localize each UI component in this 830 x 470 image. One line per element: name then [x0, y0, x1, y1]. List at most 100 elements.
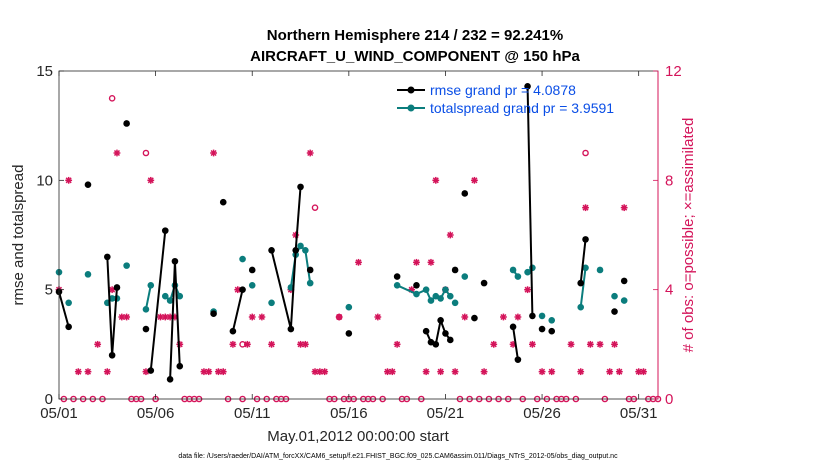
series-spread-point [65, 299, 72, 307]
series-rmse-point [480, 279, 488, 287]
chart-subtitle: AIRCRAFT_U_WIND_COMPONENT @ 150 hPa [250, 48, 580, 65]
series-spread-point [548, 316, 556, 324]
obs-assimilated-marker [422, 368, 430, 376]
obs-possible-marker [142, 149, 150, 157]
obs-assimilated-marker [611, 340, 618, 348]
obs-assimilated-marker [640, 368, 647, 376]
series-spread-point [166, 297, 174, 304]
series-rmse-point [287, 325, 295, 333]
obs-assimilated-marker [451, 368, 459, 376]
obs-assimilated-marker [393, 340, 401, 348]
obs-assimilated-marker [234, 286, 242, 294]
obs-assimilated-marker [461, 313, 469, 321]
series-rmse-point [620, 277, 628, 285]
obs-assimilated-marker [548, 368, 556, 376]
y-axis-label: rmse and totalspread [10, 165, 27, 306]
plot-marks [55, 83, 662, 403]
obs-assimilated-marker [355, 258, 362, 266]
x-tick-label: 05/06 [137, 405, 175, 422]
series-rmse-point [239, 286, 246, 293]
series-rmse-point [524, 83, 531, 90]
obs-assimilated-marker [113, 149, 121, 157]
series-rmse-point [471, 314, 478, 322]
series-spread-point [538, 312, 546, 320]
series-rmse-point [529, 312, 536, 320]
series-rmse-point [509, 323, 517, 331]
x-tick-label: 05/11 [234, 405, 270, 422]
obs-assimilated-marker [437, 368, 445, 376]
series-rmse-point [538, 325, 546, 333]
obs-assimilated-marker [586, 340, 594, 348]
series-spread-point [306, 279, 314, 287]
y-right-tick-label: 8 [665, 172, 673, 189]
obs-assimilated-marker [596, 340, 604, 348]
series-spread-line [144, 285, 152, 310]
obs-assimilated-marker [582, 204, 589, 212]
obs-assimilated-marker [321, 368, 329, 376]
y-tick-label: 0 [45, 391, 53, 408]
x-tick-label: 05/31 [620, 405, 658, 422]
series-rmse-point [306, 266, 314, 274]
series-rmse-point [171, 257, 179, 265]
series-rmse-point [548, 327, 556, 335]
obs-assimilated-marker [471, 176, 478, 184]
series-spread-point [611, 292, 618, 300]
obs-assimilated-marker [268, 340, 275, 348]
series-rmse-point [65, 323, 72, 331]
series-rmse-point [451, 266, 459, 274]
obs-assimilated-marker [388, 368, 396, 376]
series-rmse-point [611, 308, 618, 315]
obs-assimilated-marker [316, 368, 324, 376]
obs-assimilated-marker [74, 368, 82, 376]
obs-assimilated-marker [615, 368, 623, 376]
y-tick-label: 5 [45, 282, 53, 299]
series-spread-point [147, 281, 155, 289]
series-rmse-point [345, 330, 353, 337]
series-spread-point [108, 295, 116, 302]
plot-frame [58, 70, 659, 400]
series-rmse-line [58, 291, 70, 328]
series-rmse-line [579, 239, 587, 284]
series-rmse-point [422, 327, 430, 335]
series-rmse-point [442, 330, 449, 337]
obs-assimilated-marker [577, 368, 585, 376]
series-spread-line [579, 267, 587, 308]
series-spread-point [176, 292, 184, 300]
series-spread-point [393, 281, 401, 289]
obs-assimilated-marker [374, 313, 382, 321]
legend-label-spread: totalspread grand pr = 3.9591 [430, 100, 614, 116]
series-rmse-line [270, 186, 302, 330]
axes: 05/01 05/06 05/11 05/16 05/21 05/26 05/31 0 5 10 1… [36, 63, 681, 422]
obs-assimilated-marker [500, 313, 507, 321]
obs-assimilated-marker [514, 313, 522, 321]
obs-assimilated-marker [524, 286, 531, 294]
series-spread-point [413, 290, 420, 298]
x-tick-label: 05/16 [330, 405, 368, 422]
obs-assimilated-marker [567, 340, 575, 348]
series-spread-point [509, 266, 517, 274]
series-spread-point [161, 292, 169, 300]
series-spread-point [268, 299, 275, 307]
obs-assimilated-marker [229, 340, 237, 348]
x-tick-label: 05/01 [40, 405, 78, 422]
obs-assimilated-marker [243, 340, 251, 348]
obs-assimilated-marker [94, 340, 102, 348]
series-spread-point [451, 299, 459, 307]
legend-marker-rmse [407, 86, 415, 94]
series-rmse-point [147, 367, 155, 374]
legend: rmse grand pr = 4.0878 totalspread grand… [397, 82, 614, 116]
obs-assimilated-marker [103, 368, 111, 376]
series-rmse-point [104, 253, 111, 261]
obs-assimilated-marker [123, 313, 131, 321]
legend-marker-spread [407, 104, 415, 112]
series-spread-point [461, 273, 469, 280]
chart-title: Northern Hemisphere 214 / 232 = 92.241% [267, 27, 563, 44]
series-spread-point [248, 281, 256, 289]
series-rmse-point [446, 336, 454, 344]
obs-assimilated-marker [335, 313, 343, 321]
x-axis-label: May.01,2012 00:00:00 start [267, 428, 449, 445]
y-right-tick-label: 4 [665, 282, 673, 299]
series-rmse-point [297, 183, 304, 191]
obs-assimilated-marker [147, 176, 155, 184]
series-spread-point [514, 273, 522, 280]
